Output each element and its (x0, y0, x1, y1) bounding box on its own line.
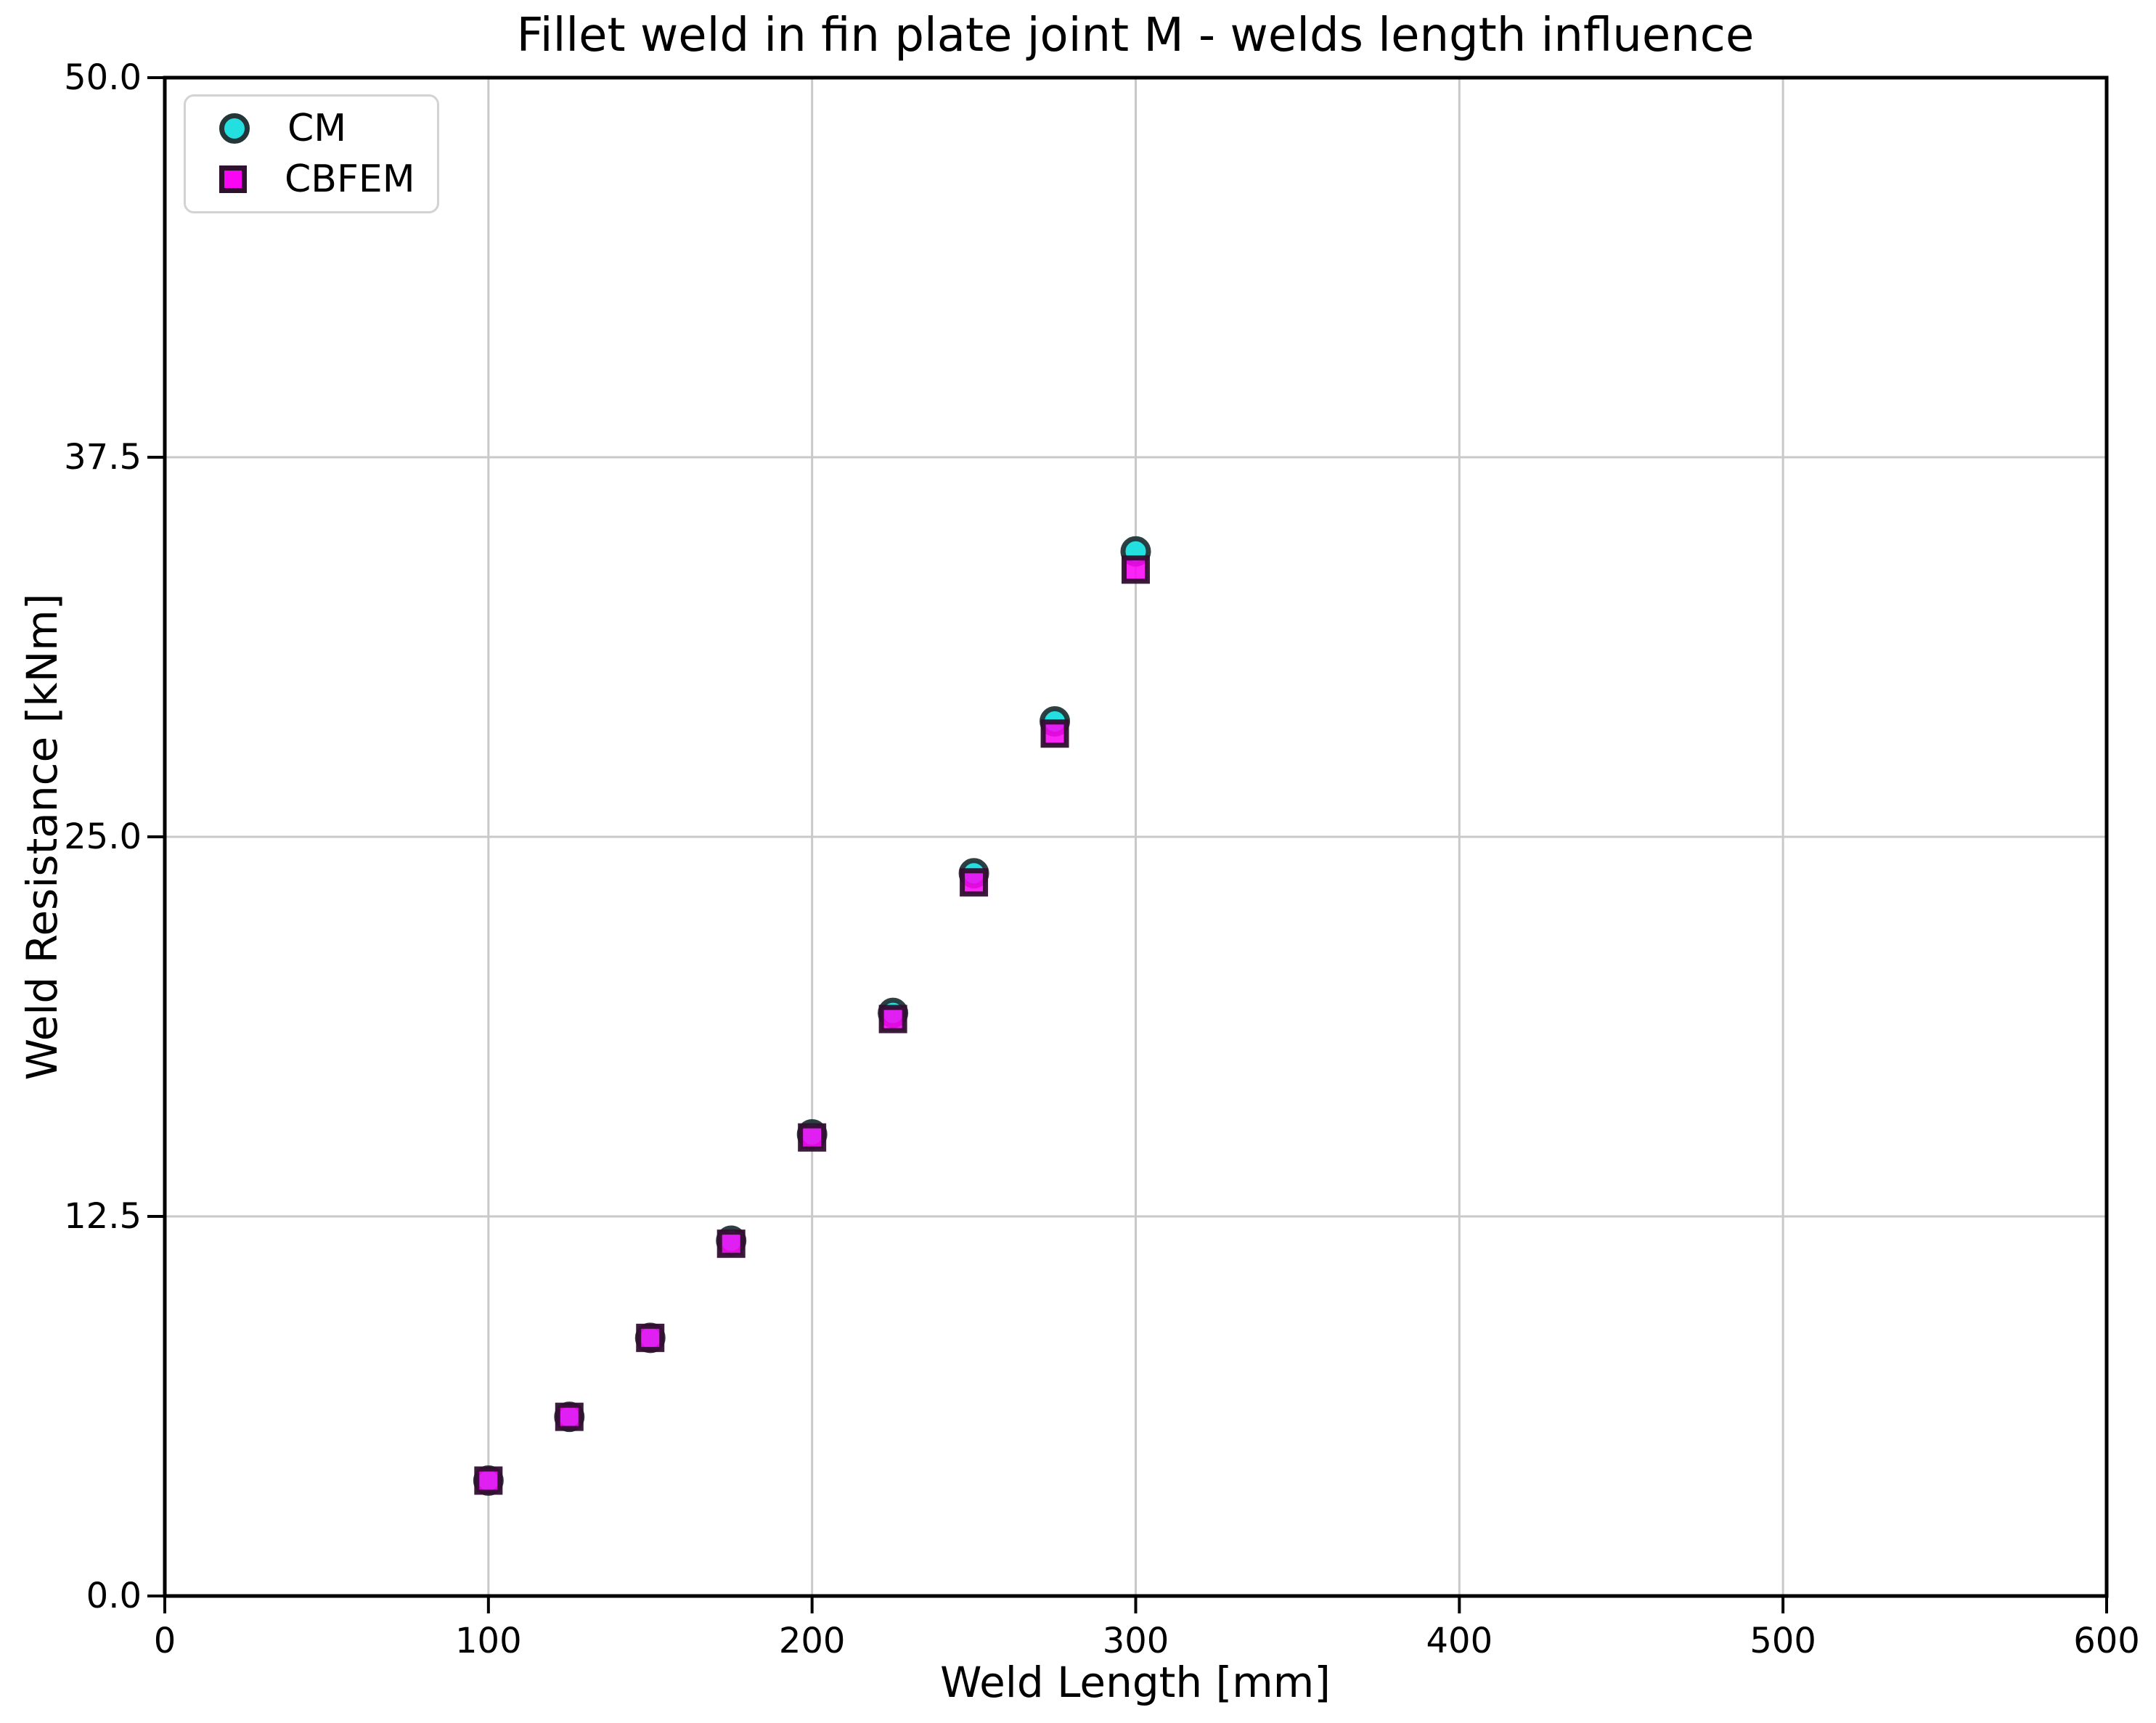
x-tick-label: 0 (153, 1621, 176, 1661)
cbfem-data-point (555, 1402, 584, 1431)
chart-title: Fillet weld in fin plate joint M - welds… (516, 9, 1755, 62)
cm-circle-marker-icon (219, 113, 250, 144)
legend-item-cm: CM (186, 110, 437, 147)
cbfem-data-point (960, 868, 989, 897)
x-tick-label: 200 (778, 1621, 846, 1661)
x-tick-label: 300 (1102, 1621, 1169, 1661)
cbfem-square-marker-icon (219, 165, 247, 193)
legend: CM CBFEM (184, 94, 439, 213)
legend-item-cbfem: CBFEM (186, 160, 437, 198)
legend-label-cm: CM (287, 107, 347, 150)
x-tick-label: 400 (1426, 1621, 1493, 1661)
cbfem-data-point (474, 1466, 503, 1495)
y-tick-label: 25.0 (64, 817, 142, 857)
y-tick-label: 37.5 (64, 437, 142, 478)
x-tick-label: 100 (455, 1621, 522, 1661)
axes-spines (163, 75, 2109, 1598)
cbfem-data-point (878, 1004, 907, 1034)
cbfem-data-point (716, 1229, 746, 1259)
x-tick-label: 500 (1749, 1621, 1816, 1661)
legend-label-cbfem: CBFEM (285, 157, 415, 201)
cbfem-data-point (798, 1123, 827, 1152)
y-tick-label: 0.0 (86, 1576, 142, 1616)
cbfem-data-point (1122, 555, 1150, 584)
cbfem-data-point (636, 1323, 665, 1352)
y-tick-label: 50.0 (64, 57, 142, 98)
y-tick-label: 12.5 (64, 1196, 142, 1237)
x-axis-label: Weld Length [mm] (940, 1658, 1331, 1707)
x-tick-label: 600 (2073, 1621, 2140, 1661)
cbfem-data-point (1040, 719, 1069, 748)
